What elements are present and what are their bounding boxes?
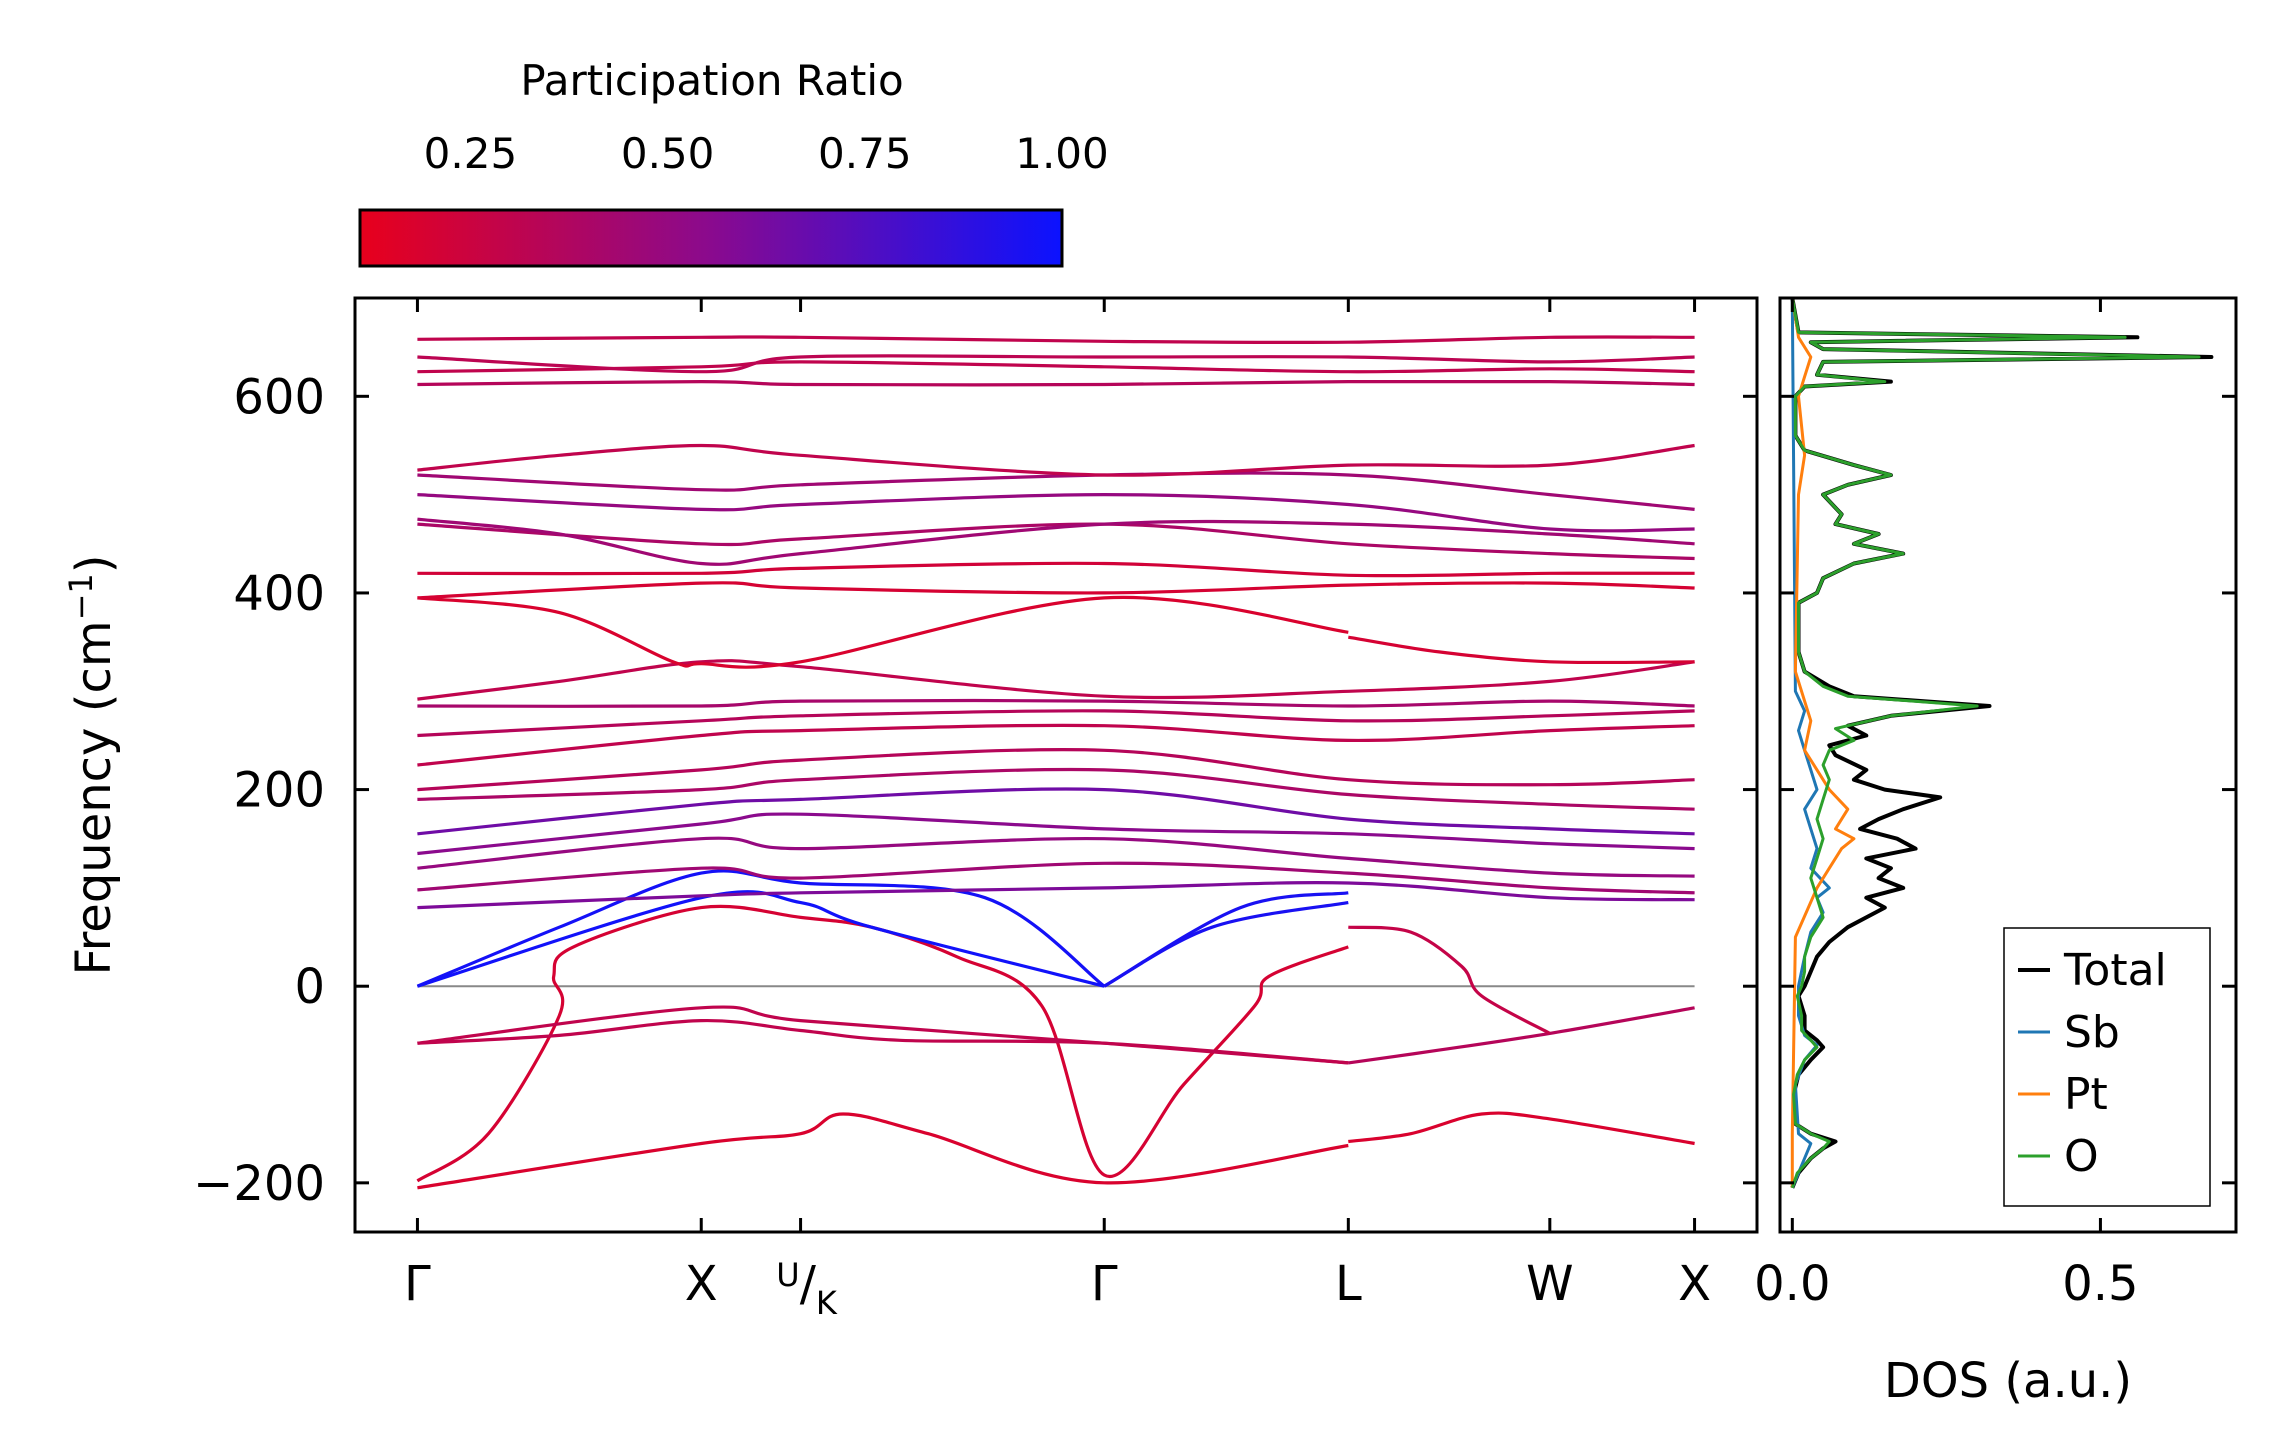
colorbar-tick-label: 0.75 <box>818 129 912 178</box>
dos-y-ticks <box>1780 394 2236 1185</box>
band-line-11 <box>417 881 1695 910</box>
band-line-0 <box>416 904 1349 1183</box>
dos-legend: Total Sb Pt O <box>2003 927 2211 1207</box>
band-line-7 <box>416 890 1105 988</box>
band-ytick-label: 400 <box>233 566 325 622</box>
colorbar-ticks: 0.25 0.50 0.75 1.00 <box>424 129 1109 266</box>
kpath-label-u: U <box>776 1256 799 1294</box>
band-line-28 <box>417 493 1695 533</box>
legend-label-sb: Sb <box>2064 1007 2120 1058</box>
band-line-5 <box>1348 1006 1695 1065</box>
band-line-4 <box>417 1018 1349 1065</box>
dos-series-o <box>1790 298 2201 1189</box>
band-line-21 <box>417 659 1695 701</box>
legend-label-total: Total <box>2063 945 2167 996</box>
band-line-12 <box>417 861 1695 895</box>
band-line-26 <box>417 522 1695 561</box>
band-line-17 <box>417 748 1695 792</box>
colorbar-tick-label: 1.00 <box>1015 129 1109 178</box>
band-line-18 <box>417 723 1695 767</box>
kpath-slash: / <box>800 1256 817 1312</box>
kpath-label: X <box>1678 1256 1711 1312</box>
dos-lines <box>1790 298 2214 1189</box>
band-line-31 <box>417 379 1695 387</box>
band-line-33 <box>417 354 1695 374</box>
band-line-23 <box>1348 635 1695 665</box>
legend-items: Total Sb Pt O <box>2018 945 2167 1182</box>
kpath-label: Γ <box>1091 1256 1118 1312</box>
legend-label-pt: Pt <box>2064 1069 2108 1120</box>
ylabel-close: ) <box>66 554 122 573</box>
kpath-label: Γ <box>404 1256 431 1312</box>
band-line-10 <box>1103 901 1349 988</box>
band-line-24 <box>417 581 1695 600</box>
band-line-30 <box>417 443 1695 477</box>
kpath-label: L <box>1335 1256 1362 1312</box>
band-lines <box>416 335 1695 1190</box>
band-line-25 <box>417 561 1695 578</box>
kpath-label-k: K <box>816 1284 838 1322</box>
band-line-15 <box>417 787 1695 836</box>
band-ytick-label: −200 <box>193 1156 325 1212</box>
band-line-34 <box>417 335 1695 345</box>
band-line-20 <box>417 698 1695 708</box>
band-structure-panel: 600 400 200 0 −200 Γ X U/K Γ L W X Frequency (cm−1… <box>62 296 1759 1322</box>
kpath-label: W <box>1526 1256 1573 1312</box>
kpath-label: X <box>685 1256 718 1312</box>
band-line-22 <box>417 595 1349 669</box>
colorbar-tick-label: 0.25 <box>424 129 518 178</box>
band-ytick-label: 0 <box>294 959 325 1015</box>
ylabel-main: Frequency (cm <box>66 620 122 975</box>
dos-series-pt <box>1790 298 1856 1188</box>
ylabel-sup: −1 <box>62 573 100 620</box>
band-line-6 <box>1348 925 1551 1035</box>
dos-xtick-label: 0.5 <box>2062 1256 2138 1312</box>
dos-axes-frame <box>1778 296 2238 1234</box>
colorbar-title: Participation Ratio <box>520 56 903 105</box>
band-axes-frame <box>353 296 1759 1234</box>
band-line-2 <box>1348 1111 1695 1146</box>
colorbar-tick-label: 0.50 <box>621 129 715 178</box>
band-line-16 <box>417 767 1695 811</box>
band-line-27 <box>417 517 1695 566</box>
band-line-32 <box>417 360 1695 374</box>
band-line-1 <box>417 1112 1349 1190</box>
colorbar-gradient <box>358 208 1064 268</box>
band-line-14 <box>417 812 1695 856</box>
band-line-19 <box>417 709 1695 738</box>
band-line-13 <box>417 836 1695 878</box>
dos-x-axis-label: DOS (a.u.) <box>1884 1353 2132 1409</box>
band-y-axis-label: Frequency (cm−1) <box>62 554 122 975</box>
band-ytick-label: 200 <box>233 763 325 819</box>
band-ytick-label: 600 <box>233 369 325 425</box>
legend-label-o: O <box>2064 1131 2099 1182</box>
dos-xtick-label: 0.0 <box>1754 1256 1830 1312</box>
dos-x-ticks: 0.0 0.5 <box>1754 298 2139 1312</box>
legend-frame <box>2003 927 2211 1207</box>
colorbar: Participation Ratio 0.25 0.50 0.75 1.00 <box>358 56 1109 268</box>
band-x-ticks: Γ X U/K Γ L W X <box>404 298 1711 1322</box>
kpath-label-u-over-k: U/K <box>776 1256 838 1322</box>
band-y-ticks: 600 400 200 0 −200 <box>193 369 1757 1212</box>
dos-panel: 0.0 0.5 DOS (a.u.) Total Sb Pt O <box>1754 296 2238 1409</box>
